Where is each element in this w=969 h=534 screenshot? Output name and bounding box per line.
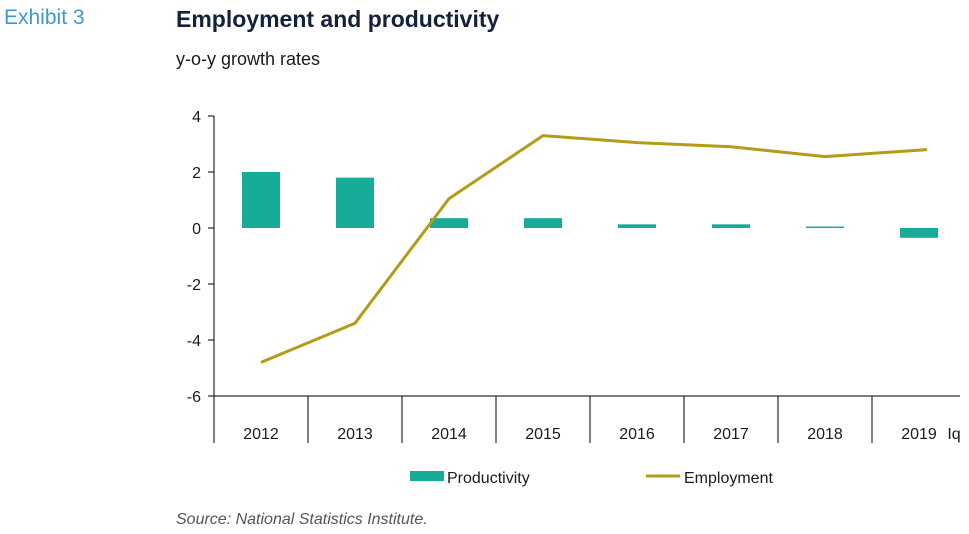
bar-productivity	[430, 218, 468, 228]
y-tick-label: -4	[187, 333, 201, 350]
y-tick-label: 0	[192, 221, 201, 238]
x-tick-label: 2018	[807, 426, 843, 443]
plot-area: 4 2 0 -2 -4 -6 2012 2013 2014 2015 2016 2017 2018 201…	[187, 109, 961, 443]
x-tick-suffix: Iq	[947, 426, 960, 443]
chart-title: Employment and productivity	[176, 6, 500, 32]
legend-label-employment: Employment	[684, 470, 773, 487]
bar-productivity	[806, 226, 844, 228]
bar-productivity	[336, 177, 374, 228]
bar-productivity	[524, 218, 562, 228]
x-tick-label: 2012	[243, 426, 279, 443]
exhibit-label: Exhibit 3	[4, 6, 85, 29]
y-tick-label: 2	[192, 165, 201, 182]
legend: Productivity Employment	[410, 470, 773, 487]
x-tick-label: 2016	[619, 426, 655, 443]
bar-productivity	[712, 224, 750, 228]
y-tick-label: -2	[187, 277, 201, 294]
bar-productivity	[242, 172, 280, 228]
source-note: Source: National Statistics Institute.	[176, 511, 428, 528]
legend-swatch-productivity	[410, 471, 444, 481]
x-tick-label: 2015	[525, 426, 561, 443]
line-employment	[260, 134, 928, 364]
x-tick-label: 2013	[337, 426, 373, 443]
x-tick-label: 2017	[713, 426, 749, 443]
x-tick-label: 2014	[431, 426, 467, 443]
bar-productivity	[618, 224, 656, 228]
y-tick-label: 4	[192, 109, 201, 126]
bar-productivity	[900, 228, 938, 238]
legend-label-productivity: Productivity	[447, 470, 530, 487]
x-tick-label: 2019	[901, 426, 937, 443]
y-tick-label: -6	[187, 389, 201, 406]
chart-subtitle: y-o-y growth rates	[176, 49, 321, 69]
